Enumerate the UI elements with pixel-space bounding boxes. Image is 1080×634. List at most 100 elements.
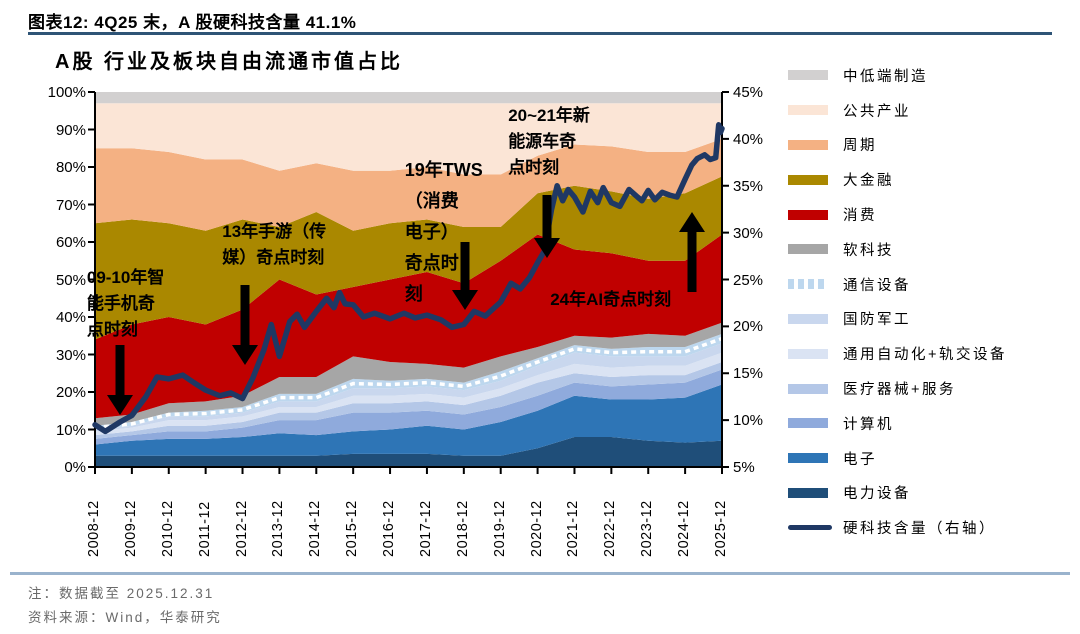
left-axis-tick-label: 50%	[55, 271, 86, 289]
legend-item: 通信设备	[788, 267, 1068, 302]
plot-area: 09-10年智 能手机奇 点时刻 13年手游（传 媒）奇点时刻 19年TWS （消费 电子）奇…	[87, 91, 729, 474]
x-axis-tick-label: 2013-12	[270, 500, 287, 557]
legend-label: 周期	[843, 138, 877, 155]
left-axis-tick-label: 80%	[55, 159, 86, 176]
axis-frame	[88, 91, 729, 474]
x-axis-tick-label: 2017-12	[417, 500, 434, 557]
legend-color-swatch	[788, 174, 828, 185]
legend-color-swatch	[788, 209, 828, 220]
legend-line-swatch	[788, 525, 832, 531]
legend-color-swatch	[788, 383, 828, 394]
legend-color-swatch	[788, 105, 828, 116]
legend-color-swatch	[788, 418, 828, 429]
area-医疗器械+服务	[95, 362, 722, 439]
legend-item: 公共产业	[788, 93, 1068, 128]
legend-label: 国防军工	[843, 312, 911, 329]
legend-item: 中低端制造	[788, 58, 1068, 93]
legend-color-swatch	[788, 139, 828, 150]
legend-color-swatch	[788, 313, 828, 324]
legend-color-swatch	[788, 70, 828, 81]
legend-label: 计算机	[843, 416, 894, 433]
x-axis-tick-label: 2009-12	[122, 500, 139, 557]
footer-divider	[10, 572, 1070, 575]
annotation-arrow-down	[534, 195, 560, 258]
x-axis-tick-label: 2023-12	[639, 500, 656, 557]
x-axis-tick-label: 2025-12	[713, 500, 729, 557]
legend-item: 硬科技含量（右轴）	[788, 510, 1068, 545]
right-axis-tick-label: 5%	[733, 459, 755, 476]
legend-item: 国防军工	[788, 302, 1068, 337]
right-axis-tick-label: 30%	[733, 224, 764, 242]
legend-item: 软科技	[788, 232, 1068, 267]
area-周期	[95, 138, 722, 231]
legend-label: 软科技	[843, 242, 894, 259]
legend-item: 通用自动化+轨交设备	[788, 336, 1068, 371]
x-axis-tick-label: 2012-12	[233, 500, 250, 557]
x-axis-tick-label: 2019-12	[491, 500, 508, 557]
area-公共产业	[95, 103, 722, 175]
header-divider	[28, 32, 1052, 35]
x-axis-tick-label: 2021-12	[565, 500, 582, 557]
legend-label: 通信设备	[843, 277, 911, 294]
area-通用自动化+轨交设备	[95, 352, 722, 436]
legend-label: 消费	[843, 208, 877, 225]
chart-legend: 中低端制造公共产业周期大金融消费软科技通信设备国防军工通用自动化+轨交设备 医疗器…	[788, 58, 1068, 545]
right-axis-tick-label: 25%	[733, 271, 764, 289]
left-axis-tick-label: 90%	[55, 121, 86, 139]
annotation-arrow-up	[679, 212, 705, 292]
x-axis-tick-label: 2010-12	[159, 500, 176, 557]
legend-label: 公共产业	[843, 103, 911, 120]
right-axis-tick-label: 15%	[733, 365, 764, 383]
area-消费	[95, 234, 722, 419]
area-软科技	[95, 322, 722, 426]
legend-item: 大金融	[788, 162, 1068, 197]
annotation-arrow-down	[452, 242, 478, 310]
right-axis-tick-label: 45%	[733, 84, 764, 101]
legend-label: 中低端制造	[843, 68, 928, 85]
x-axis-tick-label: 2016-12	[381, 500, 398, 557]
legend-label: 大金融	[843, 173, 894, 190]
legend-label: 硬科技含量（右轴）	[843, 521, 996, 538]
legend-item: 消费	[788, 197, 1068, 232]
stacked-area-chart	[88, 91, 729, 474]
area-计算机	[95, 369, 722, 445]
x-axis-tick-label: 2024-12	[676, 500, 693, 557]
right-axis-tick-label: 40%	[733, 130, 764, 148]
x-axis-tick-label: 2011-12	[196, 501, 213, 557]
dotted-pattern-telecom	[94, 336, 723, 430]
left-axis-tick-label: 60%	[55, 234, 86, 251]
legend-item: 电子	[788, 441, 1068, 476]
legend-item: 医疗器械+服务	[788, 371, 1068, 406]
chart-title: A股 行业及板块自由流通市值占比	[55, 51, 403, 73]
x-axis-tick-label: 2008-12	[86, 500, 102, 557]
legend-item: 电力设备	[788, 476, 1068, 511]
legend-color-swatch	[788, 487, 828, 498]
left-axis-tick-label: 40%	[55, 309, 86, 326]
right-axis-tick-label: 35%	[733, 177, 764, 195]
note-data-cutoff: 注：数据截至 2025.12.31	[28, 586, 215, 601]
x-axis-tick-label: 2018-12	[454, 500, 471, 557]
left-axis-tick-label: 70%	[55, 196, 86, 214]
annotation-arrow-down	[107, 345, 133, 415]
legend-color-swatch	[788, 279, 828, 290]
figure-header-title: 图表12: 4Q25 末，A 股硬科技含量 41.1%	[28, 13, 357, 32]
legend-label: 电力设备	[843, 486, 911, 503]
area-通信设备	[95, 333, 722, 430]
x-axis-tick-label: 2020-12	[528, 500, 545, 557]
legend-item: 计算机	[788, 406, 1068, 441]
legend-label: 电子	[843, 451, 877, 468]
line-hard-tech-share	[92, 122, 725, 435]
area-电子	[95, 384, 722, 456]
area-中低端制造	[95, 92, 722, 104]
legend-color-swatch	[788, 348, 828, 359]
legend-color-swatch	[788, 453, 828, 464]
right-axis-tick-label: 20%	[733, 318, 764, 336]
annotation-arrow-down	[232, 285, 258, 365]
left-axis-tick-label: 20%	[55, 384, 86, 401]
note-source: 资料来源：Wind，华泰研究	[28, 610, 222, 625]
x-axis-tick-label: 2022-12	[602, 500, 619, 557]
area-大金融	[95, 176, 722, 340]
x-axis-tick-label: 2014-12	[307, 500, 324, 557]
left-axis-tick-label: 0%	[64, 459, 86, 476]
